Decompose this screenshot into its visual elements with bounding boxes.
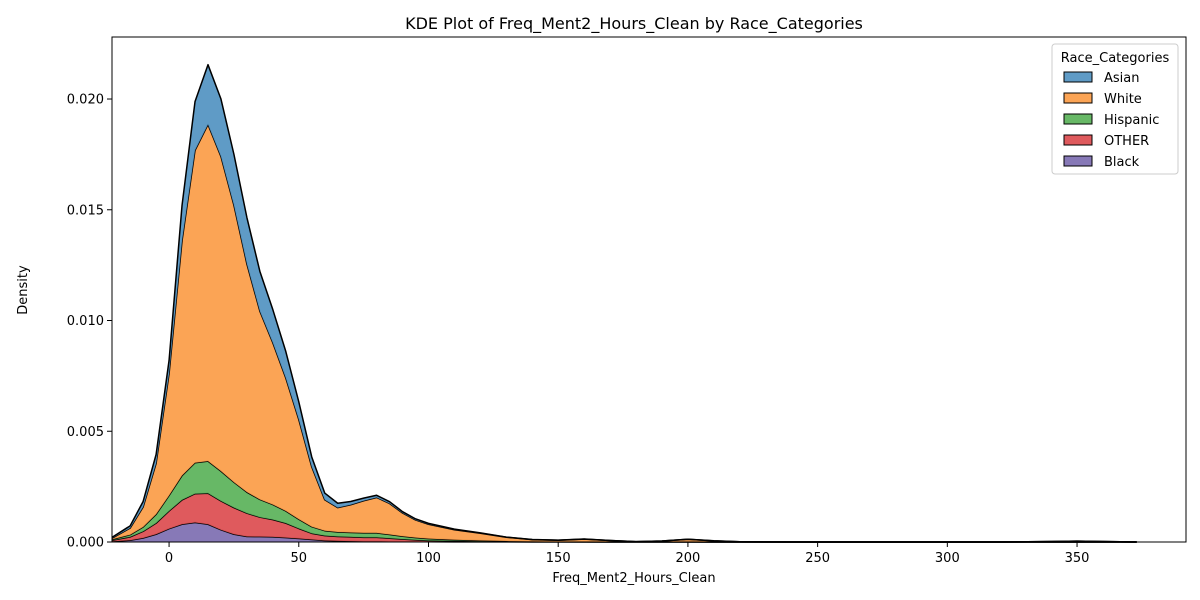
legend-swatch-asian (1063, 71, 1093, 83)
y-tick-label: 0.015 (67, 203, 104, 218)
x-tick-label: 50 (291, 551, 308, 566)
y-axis: 0.000 0.005 0.010 0.015 0.020 (67, 93, 112, 551)
legend-title: Race_Categories (1061, 51, 1170, 66)
x-tick-label: 300 (935, 551, 960, 566)
legend-label-other: OTHER (1104, 134, 1149, 149)
legend-swatch-black (1063, 155, 1093, 167)
y-tick-label: 0.005 (67, 425, 104, 440)
legend-label-hispanic: Hispanic (1104, 113, 1159, 128)
area-asian (112, 64, 1137, 542)
y-tick-label: 0.010 (67, 314, 104, 329)
x-axis-label: Freq_Ment2_Hours_Clean (552, 571, 715, 586)
x-tick-label: 350 (1065, 551, 1090, 566)
x-tick-label: 100 (416, 551, 441, 566)
x-tick-label: 200 (675, 551, 700, 566)
area-hispanic (112, 461, 1137, 542)
plot-frame (111, 36, 1187, 543)
area-black (112, 522, 1137, 542)
y-tick-label: 0.000 (67, 536, 104, 551)
legend-swatch-other (1063, 134, 1093, 146)
y-axis-label: Density (16, 265, 31, 315)
legend-swatch-hispanic (1063, 113, 1093, 125)
x-axis: 0 50 100 150 200 250 300 350 (165, 542, 1090, 566)
legend-label-asian: Asian (1104, 71, 1139, 86)
chart-title: KDE Plot of Freq_Ment2_Hours_Clean by Ra… (405, 14, 863, 34)
legend-label-black: Black (1104, 155, 1140, 170)
stacked-areas (111, 63, 1137, 543)
x-tick-label: 150 (546, 551, 571, 566)
area-other (112, 493, 1137, 542)
x-tick-label: 0 (165, 551, 173, 566)
legend-swatch-white (1063, 92, 1093, 104)
legend-label-white: White (1104, 92, 1142, 107)
area-white (112, 124, 1137, 543)
x-tick-label: 250 (805, 551, 830, 566)
y-tick-label: 0.020 (67, 93, 104, 108)
legend: Race_Categories Asian White Hispanic OTHER B… (1051, 43, 1179, 175)
